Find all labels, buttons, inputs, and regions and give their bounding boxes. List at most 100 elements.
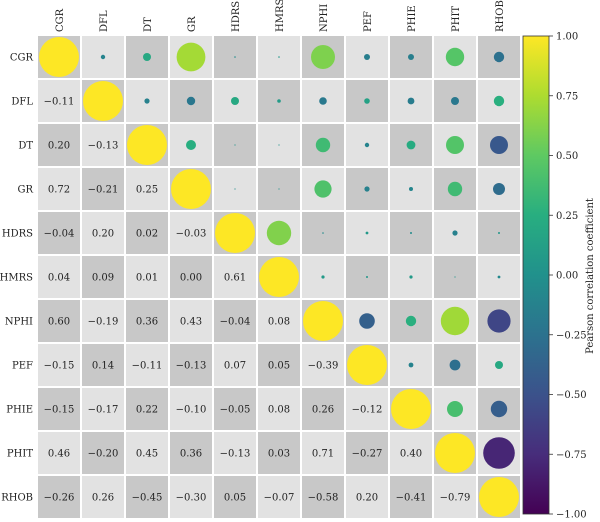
cell-rhob-cgr: −0.26 [38,476,80,518]
cell-dt-gr [170,124,212,166]
cell-pef-hdrs: 0.07 [214,344,256,386]
cell-pef-phie [390,344,432,386]
cell-hmrs-pef [346,256,388,298]
cell-background [258,388,300,430]
cell-hdrs-hdrs [214,212,256,254]
cell-background [38,168,80,210]
cell-background [170,256,212,298]
correlation-circle [447,181,463,197]
correlation-value: 0.72 [48,185,70,196]
correlation-value: 0.08 [268,317,290,328]
correlation-circle [487,309,511,333]
correlation-circle [454,276,456,278]
cell-gr-rhob [478,168,520,210]
correlation-circle [278,144,280,146]
cell-rhob-dfl: 0.26 [82,476,124,518]
colorbar-tick-label: −1.00 [556,510,587,521]
correlation-value: 0.01 [136,273,158,284]
cell-background [214,476,256,518]
cell-background [82,388,124,430]
cell-nphi-nphi [302,300,344,342]
cell-background [170,476,212,518]
correlation-circle [364,98,370,104]
x-label: GR [187,16,198,32]
colorbar-tick-label: 0.50 [556,151,578,162]
cell-hmrs-dfl: 0.09 [82,256,124,298]
correlation-value: 0.71 [312,449,334,460]
cell-hmrs-nphi [302,256,344,298]
correlation-value: −0.07 [264,493,295,504]
cell-gr-cgr: 0.72 [38,168,80,210]
correlation-circle [440,306,470,336]
cell-cgr-rhob [478,36,520,78]
correlation-value: −0.11 [44,97,75,108]
cell-phie-phie [390,388,432,430]
correlation-circle [409,187,413,191]
correlation-circle [359,313,375,329]
cell-background [38,300,80,342]
y-label: NPHI [5,317,33,328]
cell-phie-pef: −0.12 [346,388,388,430]
cell-dfl-rhob [478,80,520,122]
correlation-value: 0.61 [224,273,246,284]
correlation-value: 0.60 [48,317,70,328]
correlation-circle [215,213,255,253]
cell-rhob-phit: −0.79 [434,476,476,518]
x-label: CGR [55,8,66,32]
correlation-circle [303,301,343,341]
cell-background [126,168,168,210]
cell-pef-dfl: 0.14 [82,344,124,386]
correlation-circle [315,137,331,153]
cell-background [302,432,344,474]
cell-phit-gr: 0.36 [170,432,212,474]
x-label: RHOB [495,0,506,32]
correlation-circle [493,51,505,63]
cell-hdrs-hmrs [258,212,300,254]
cell-phie-nphi: 0.26 [302,388,344,430]
cell-hmrs-phit [434,256,476,298]
colorbar: 1.00 0.75 0.50 0.25 0.00 −0.25 −0.50 −0.75 −1.00… [522,32,596,521]
cell-gr-hmrs [258,168,300,210]
cell-cgr-phit [434,36,476,78]
correlation-value: 0.20 [356,493,378,504]
grid-layer: −0.11 0.20 −0.13 0.72 −0.21 0.25 −0.04 0.20 0.02… [38,36,520,518]
correlation-circle [314,180,332,198]
cell-background [170,432,212,474]
correlation-value: 0.36 [136,317,158,328]
correlation-value: −0.12 [352,405,383,416]
correlation-value: −0.41 [396,493,427,504]
cell-dfl-dt [126,80,168,122]
correlation-circle [277,99,281,103]
correlation-value: 0.20 [48,141,70,152]
correlation-value: −0.17 [88,405,119,416]
correlation-circle [493,183,505,195]
cell-cgr-gr [170,36,212,78]
correlation-circle [83,81,123,121]
cell-hmrs-cgr: 0.04 [38,256,80,298]
cell-dfl-gr [170,80,212,122]
cell-phit-dt: 0.45 [126,432,168,474]
cell-gr-phit [434,168,476,210]
cell-gr-dt: 0.25 [126,168,168,210]
cell-phie-hmrs: 0.08 [258,388,300,430]
correlation-value: 0.36 [180,449,202,460]
correlation-value: 0.03 [268,449,290,460]
cell-background [82,432,124,474]
correlation-value: 0.43 [180,317,202,328]
colorbar-tick-label: 0.75 [556,91,578,102]
cell-dt-pef [346,124,388,166]
cell-background [346,388,388,430]
correlation-value: −0.30 [176,493,207,504]
y-label: HMRS [0,273,33,284]
cell-cgr-hmrs [258,36,300,78]
cell-background [214,388,256,430]
cell-dt-nphi [302,124,344,166]
colorbar-tick-label: 0.25 [556,211,578,222]
cell-background [214,300,256,342]
cell-cgr-phie [390,36,432,78]
y-label: PHIT [7,449,33,460]
cell-hdrs-dfl: 0.20 [82,212,124,254]
cell-nphi-phit [434,300,476,342]
cell-gr-pef [346,168,388,210]
correlation-circle [452,230,458,236]
